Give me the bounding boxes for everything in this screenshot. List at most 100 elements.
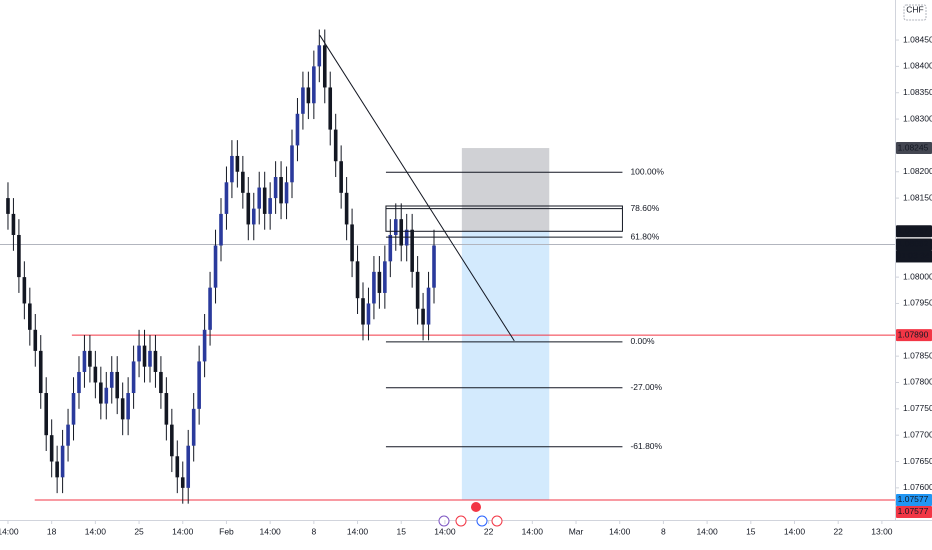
candle-body: [120, 398, 125, 420]
candle-body: [317, 45, 322, 67]
candle-body: [372, 271, 376, 304]
candle-body: [11, 213, 16, 235]
candle-body: [66, 424, 70, 446]
candle-body: [350, 224, 354, 262]
x-tick-label: 14:00: [172, 526, 194, 536]
candle-body: [175, 456, 180, 478]
candle-body: [301, 87, 305, 114]
candle-body: [251, 208, 256, 225]
x-tick-label: 15: [397, 526, 407, 536]
x-tick-label: 14:00: [260, 526, 282, 536]
candle-body: [322, 45, 327, 88]
candle-body: [235, 155, 240, 172]
y-tick-label: 1.08350: [903, 87, 932, 97]
x-tick-label: 14:00: [522, 526, 544, 536]
price-marker-label: 1.08062: [898, 239, 929, 249]
x-tick-label: 14:00: [434, 526, 456, 536]
price-marker: [896, 505, 932, 518]
candle-body: [159, 371, 163, 394]
fib-label: 0.00%: [630, 336, 655, 346]
x-tick-label: 22: [833, 526, 843, 536]
price-marker: [896, 329, 932, 342]
countdown: 01:03:34: [896, 251, 929, 261]
candle-body: [333, 129, 338, 162]
currency: CHF: [906, 4, 923, 14]
x-tick-label: 18: [47, 526, 57, 536]
candle-body: [393, 219, 398, 235]
candle-body: [148, 350, 152, 367]
candle-body: [279, 177, 283, 204]
candle-body: [306, 87, 311, 104]
y-tick-label: 1.08450: [903, 34, 932, 44]
candle-body: [404, 229, 409, 246]
candle-body: [295, 113, 300, 146]
event-icon[interactable]: [438, 515, 450, 527]
x-tick-label: 14:00: [85, 526, 107, 536]
candle-body: [115, 371, 120, 399]
y-tick-label: 1.08400: [903, 61, 932, 71]
price-marker: [896, 225, 932, 238]
price-marker: [896, 493, 932, 506]
candle-body: [93, 366, 98, 383]
fib-label: -27.00%: [630, 382, 662, 392]
candle-body: [312, 66, 316, 104]
candle-body: [6, 198, 10, 214]
candle-body: [49, 435, 54, 462]
candle-body: [268, 198, 272, 214]
candle-body: [180, 477, 185, 488]
candle-body: [273, 177, 278, 199]
trendline: [319, 35, 515, 342]
y-tick-label: 1.07800: [903, 377, 932, 387]
event-icon[interactable]: [455, 515, 467, 527]
candle-body: [109, 371, 114, 388]
candle-body: [33, 329, 38, 351]
currency-box[interactable]: [903, 4, 927, 21]
y-tick-label: 1.08200: [903, 166, 932, 176]
x-tick-label: 14:00: [609, 526, 631, 536]
x-tick-label: 8: [311, 526, 316, 536]
y-tick-label: 1.07850: [903, 350, 932, 360]
candle-body: [202, 329, 207, 362]
candle-body: [339, 161, 343, 193]
candle-body: [170, 424, 174, 457]
price-marker-label: 1.07577: [898, 494, 929, 504]
candle-body: [142, 345, 147, 367]
event-icon[interactable]: [471, 502, 481, 512]
price-marker-label: 1.07577: [898, 506, 929, 516]
y-tick-label: 1.07600: [903, 482, 932, 492]
x-tick-label: 14:00: [0, 526, 19, 536]
candle-body: [17, 234, 21, 278]
candle-body: [383, 261, 387, 293]
candle-body: [22, 277, 27, 304]
position-stop: [461, 148, 550, 232]
candle-body: [126, 393, 130, 420]
x-tick-label: 14:00: [784, 526, 806, 536]
candle-body: [224, 182, 229, 214]
candle-body: [426, 287, 431, 325]
candle-body: [60, 445, 65, 478]
candle-body: [355, 261, 360, 299]
price-marker-label: 1.08087: [898, 226, 929, 236]
candle-body: [388, 234, 393, 262]
candle-body: [290, 145, 294, 183]
price-marker-label: 1.08245: [898, 142, 929, 152]
x-tick-label: Mar: [569, 526, 584, 536]
candle-body: [208, 287, 212, 330]
event-icons[interactable]: [438, 502, 503, 527]
fib-label: 100.00%: [630, 167, 664, 177]
x-tick-label: 14:00: [347, 526, 369, 536]
event-icon[interactable]: [476, 515, 488, 527]
candle-body: [88, 350, 92, 367]
candle-body: [131, 361, 136, 394]
candle-body: [328, 87, 333, 130]
event-icon[interactable]: [491, 515, 503, 527]
candle-body: [164, 393, 169, 425]
candle-body: [137, 345, 141, 362]
candle-body: [241, 171, 245, 193]
candle-body: [82, 350, 87, 372]
candle-body: [257, 187, 262, 209]
price-marker-label: 1.07890: [898, 329, 929, 339]
candle-body: [410, 229, 414, 272]
x-tick-label: 22: [484, 526, 494, 536]
